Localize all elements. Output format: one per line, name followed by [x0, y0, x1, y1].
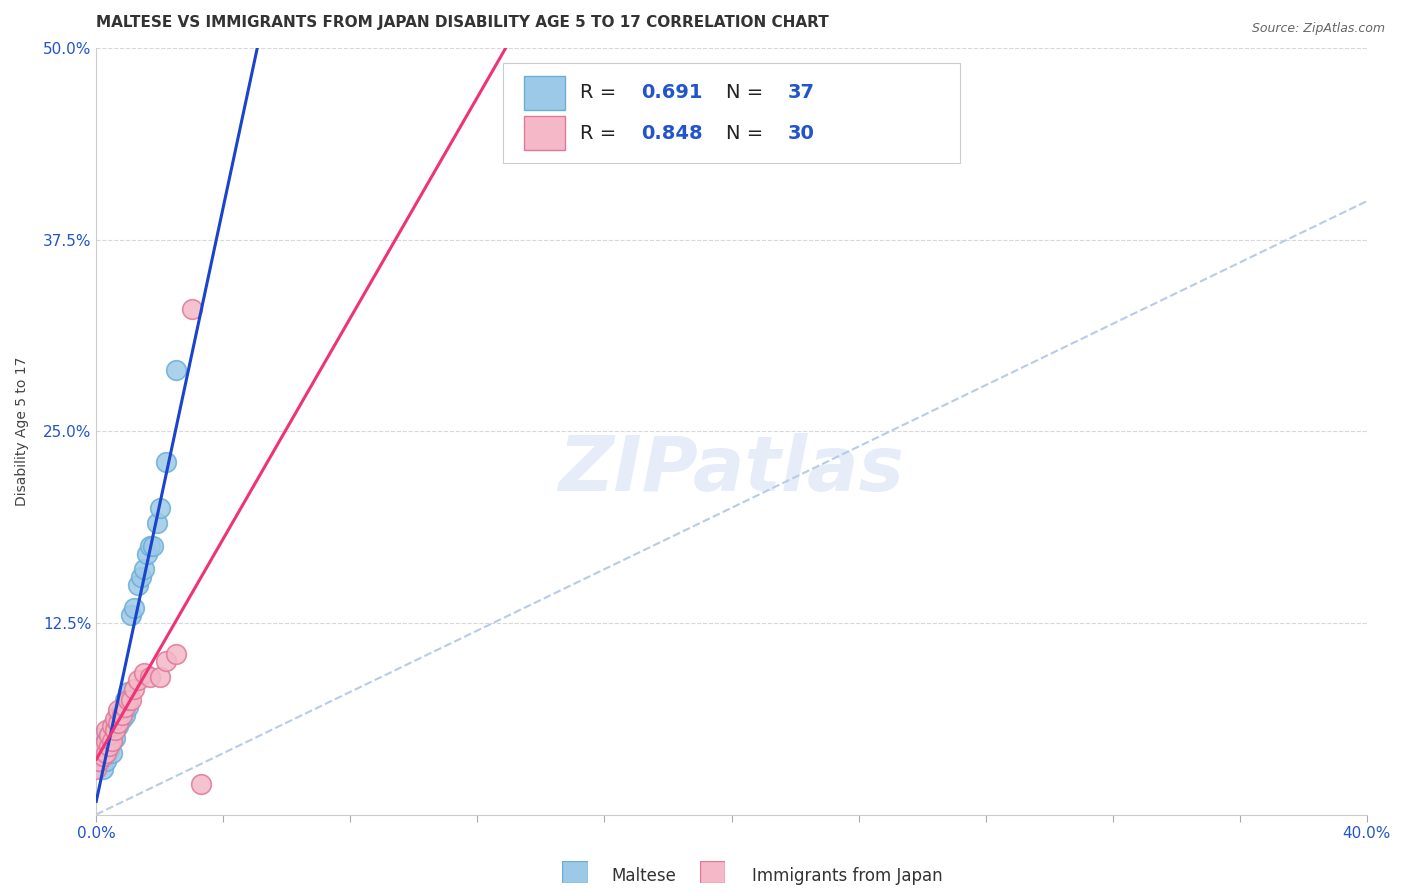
Point — [136, 547, 159, 561]
Point — [129, 570, 152, 584]
Point — [91, 762, 114, 776]
Point — [165, 647, 187, 661]
Point — [94, 754, 117, 768]
Point — [94, 746, 117, 760]
Point — [89, 743, 111, 757]
Point — [124, 600, 146, 615]
Text: R =: R = — [581, 124, 623, 143]
Point — [132, 562, 155, 576]
Point — [104, 723, 127, 738]
Point — [91, 739, 114, 753]
Point — [132, 666, 155, 681]
Text: 30: 30 — [787, 124, 814, 143]
FancyBboxPatch shape — [524, 76, 565, 110]
Text: Maltese: Maltese — [612, 867, 676, 885]
Point — [94, 734, 117, 748]
Point — [104, 718, 127, 732]
Point — [114, 700, 136, 714]
Point — [84, 754, 107, 768]
Point — [97, 734, 120, 748]
Point — [145, 516, 167, 531]
FancyBboxPatch shape — [524, 116, 565, 151]
Point — [97, 743, 120, 757]
Point — [111, 707, 134, 722]
Point — [89, 749, 111, 764]
Point — [94, 723, 117, 738]
Point — [165, 363, 187, 377]
Point — [104, 713, 127, 727]
Text: 0.691: 0.691 — [641, 83, 703, 103]
Point — [155, 654, 177, 668]
Point — [91, 739, 114, 753]
Text: R =: R = — [581, 83, 623, 103]
Point — [149, 669, 172, 683]
Point — [104, 731, 127, 745]
Point — [149, 500, 172, 515]
Point — [120, 608, 142, 623]
Point — [101, 718, 124, 732]
Text: ZIPatlas: ZIPatlas — [558, 433, 904, 507]
Point — [107, 703, 129, 717]
Point — [111, 703, 134, 717]
Point — [101, 734, 124, 748]
Y-axis label: Disability Age 5 to 17: Disability Age 5 to 17 — [15, 357, 30, 506]
Point — [101, 734, 124, 748]
Text: N =: N = — [727, 83, 770, 103]
Point — [142, 539, 165, 553]
Point — [84, 749, 107, 764]
Point — [114, 707, 136, 722]
Point — [190, 777, 212, 791]
Point — [117, 692, 139, 706]
Point — [117, 700, 139, 714]
Point — [89, 743, 111, 757]
FancyBboxPatch shape — [503, 63, 960, 163]
Point — [127, 577, 149, 591]
Point — [117, 685, 139, 699]
Point — [139, 669, 162, 683]
Point — [89, 754, 111, 768]
Point — [94, 734, 117, 748]
Point — [124, 681, 146, 696]
Point — [180, 301, 202, 316]
Point — [155, 455, 177, 469]
Text: Source: ZipAtlas.com: Source: ZipAtlas.com — [1251, 22, 1385, 36]
Point — [89, 731, 111, 745]
Point — [97, 739, 120, 753]
Point — [91, 749, 114, 764]
Point — [114, 692, 136, 706]
Point — [127, 673, 149, 687]
Point — [107, 707, 129, 722]
Point — [139, 539, 162, 553]
Point — [101, 746, 124, 760]
Point — [97, 728, 120, 742]
Point — [120, 692, 142, 706]
Text: 37: 37 — [787, 83, 814, 103]
Point — [107, 718, 129, 732]
Point — [107, 715, 129, 730]
Point — [94, 743, 117, 757]
Text: Immigrants from Japan: Immigrants from Japan — [752, 867, 943, 885]
Point — [91, 746, 114, 760]
Text: 0.848: 0.848 — [641, 124, 703, 143]
Point — [101, 723, 124, 738]
Point — [84, 762, 107, 776]
Text: N =: N = — [727, 124, 770, 143]
Text: MALTESE VS IMMIGRANTS FROM JAPAN DISABILITY AGE 5 TO 17 CORRELATION CHART: MALTESE VS IMMIGRANTS FROM JAPAN DISABIL… — [96, 15, 830, 30]
Point — [111, 713, 134, 727]
